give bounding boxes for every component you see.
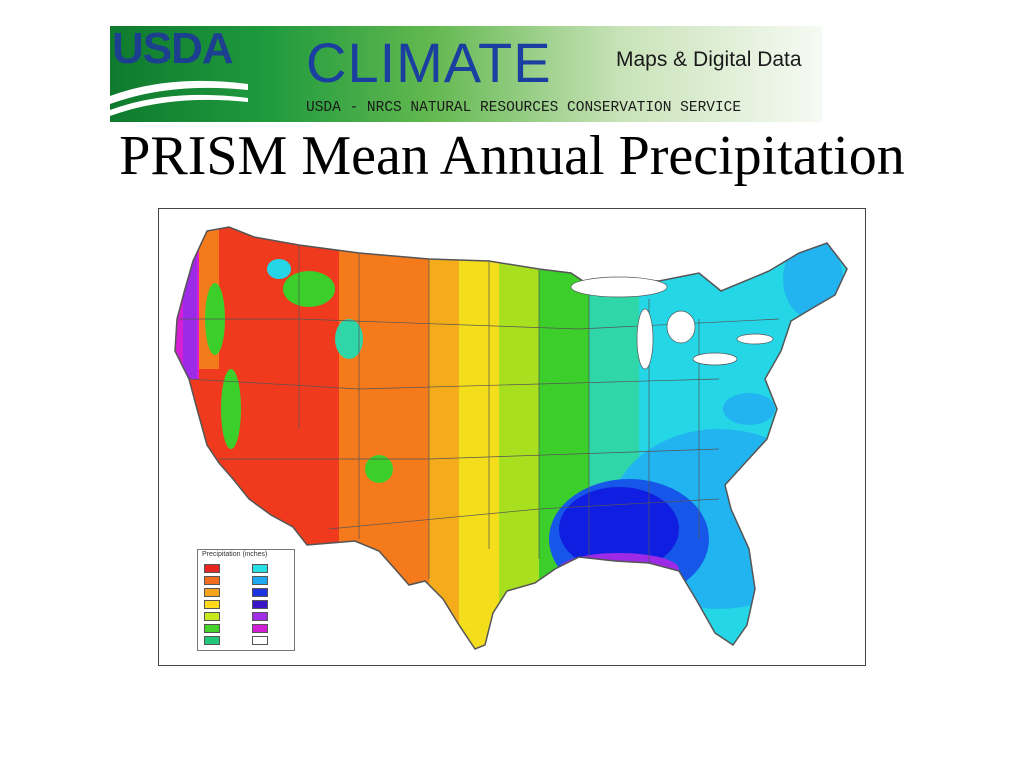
climate-heading: CLIMATE [306,31,552,94]
legend-item [204,636,248,645]
legend-title: Precipitation (inches) [202,551,268,558]
colorado-green [365,455,393,483]
rocky-cyan-c [267,259,291,279]
lake-michigan [636,308,654,370]
lake-ontario [736,333,774,345]
legend-swatch [204,588,220,597]
plains-lime-band [499,227,539,649]
rocky-teal-b [335,319,363,359]
legend-swatch [252,612,268,621]
legend-item [252,576,296,585]
state-line [188,378,720,390]
state-line [328,498,720,530]
legend-swatch [252,588,268,597]
lake-erie [692,352,738,366]
legend-item [252,612,296,621]
legend-item [252,600,296,609]
precipitation-map: Precipitation (inches) [158,208,866,666]
coastal-wet-band [183,227,197,379]
legend-item [204,600,248,609]
usda-logo-hills [110,80,248,116]
legend-item [204,588,248,597]
agency-label: USDA - NRCS NATURAL RESOURCES CONSERVATI… [306,100,742,116]
sierra-green [221,369,241,449]
state-line [219,448,720,460]
legend-swatch [204,576,220,585]
appalachian-blue [723,393,775,425]
legend-swatch [204,564,220,573]
state-boundaries [179,245,780,579]
plains-orange-band [339,227,429,649]
legend-swatch [252,636,268,645]
legend-swatch [204,636,220,645]
plains-yellow-band [459,227,499,649]
rocky-green-a [283,271,335,307]
page-title: PRISM Mean Annual Precipitation [119,125,905,187]
lake-superior [570,276,668,298]
usda-logo-text: USDA [112,24,234,73]
legend-item [204,612,248,621]
legend-swatch [204,600,220,609]
great-lakes [570,276,774,370]
legend-item [252,564,296,573]
maps-digital-data-label: Maps & Digital Data [616,48,802,71]
precipitation-legend: Precipitation (inches) [197,549,295,651]
legend-item [252,636,296,645]
usda-logo: USDA [110,24,248,122]
legend-item [204,564,248,573]
usda-climate-banner: USDA CLIMATE Maps & Digital Data USDA - … [110,24,822,122]
legend-item [204,576,248,585]
legend-swatch [252,564,268,573]
legend-item [252,588,296,597]
legend-swatch [252,600,268,609]
precipitation-map-canvas [174,226,848,650]
legend-item [252,624,296,633]
midwest-green-band [539,227,589,649]
lake-huron [666,310,696,344]
legend-item [204,624,248,633]
legend-swatch [204,612,220,621]
legend-swatch [204,624,220,633]
legend-swatch [252,624,268,633]
legend-swatch [252,576,268,585]
